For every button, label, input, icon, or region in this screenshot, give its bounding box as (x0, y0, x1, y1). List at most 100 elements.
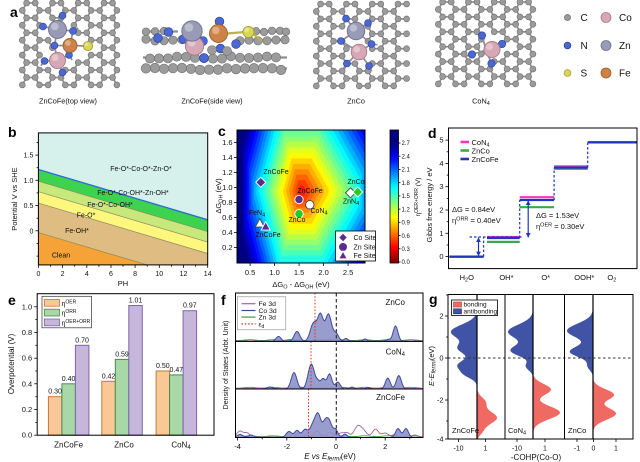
svg-text:2: 2 (383, 442, 387, 451)
svg-text:c: c (218, 123, 226, 139)
svg-text:0: 0 (36, 271, 40, 278)
svg-text:10: 10 (155, 271, 163, 278)
svg-text:0.42: 0.42 (102, 373, 116, 380)
svg-text:-10: -10 (453, 446, 463, 453)
svg-text:Fe-O*-Co-O*-Zn-O*: Fe-O*-Co-O*-Zn-O* (110, 166, 172, 173)
svg-text:ΔGO - ΔGOH (eV): ΔGO - ΔGOH (eV) (272, 280, 330, 291)
svg-text:Density of States (Arbt. Unit): Density of States (Arbt. Unit) (223, 321, 230, 410)
svg-text:0.70: 0.70 (75, 337, 89, 344)
svg-text:1.0: 1.0 (24, 178, 34, 185)
svg-text:ZnCo: ZnCo (568, 426, 586, 435)
svg-text:ηORR = 0.40eV: ηORR = 0.40eV (452, 216, 501, 225)
svg-text:Co Site: Co Site (354, 235, 377, 242)
svg-text:2: 2 (439, 312, 443, 321)
svg-text:12: 12 (180, 271, 188, 278)
svg-text:ηOER = 0.30eV: ηOER = 0.30eV (536, 222, 584, 231)
svg-text:1: 1 (614, 446, 618, 453)
svg-text:2.1: 2.1 (402, 168, 411, 174)
svg-text:ZnCo: ZnCo (472, 147, 490, 156)
svg-text:C: C (581, 13, 588, 24)
svg-text:PH: PH (118, 279, 128, 288)
svg-text:1: 1 (484, 446, 488, 453)
svg-text:Fe-O*-Co-OH*-Zn-OH*: Fe-O*-Co-OH*-Zn-OH* (97, 190, 169, 197)
svg-text:1.0: 1.0 (22, 302, 32, 311)
svg-text:f: f (221, 292, 226, 308)
svg-text:ZnCoFe: ZnCoFe (297, 188, 322, 195)
svg-text:O2: O2 (607, 273, 616, 284)
svg-text:H2O: H2O (460, 273, 474, 284)
svg-text:0.9: 0.9 (402, 221, 411, 227)
svg-text:0.2: 0.2 (22, 405, 32, 414)
svg-text:ZnCoFe: ZnCoFe (452, 426, 479, 435)
svg-text:8: 8 (133, 271, 137, 278)
svg-text:E vs Efermi(eV): E vs Efermi(eV) (304, 452, 356, 462)
svg-text:0.6: 0.6 (402, 234, 411, 240)
svg-text:Co 3d: Co 3d (259, 308, 277, 315)
svg-text:1.5: 1.5 (24, 153, 34, 160)
svg-text:ZnCoFe(top view): ZnCoFe(top view) (39, 97, 97, 106)
svg-text:-1: -1 (574, 446, 580, 453)
svg-text:CoN4: CoN4 (472, 138, 490, 149)
svg-text:0.30: 0.30 (48, 389, 62, 396)
svg-text:1.0: 1.0 (269, 268, 279, 277)
svg-text:2.4: 2.4 (402, 154, 411, 160)
svg-text:Fe-O*: Fe-O* (77, 213, 96, 220)
svg-text:0.0: 0.0 (402, 260, 411, 266)
svg-text:ZnCo: ZnCo (347, 179, 364, 186)
svg-text:Potential V vs SHE: Potential V vs SHE (10, 167, 19, 230)
svg-text:ηOER+ORR (V): ηOER+ORR (V) (414, 178, 422, 217)
svg-text:ZnCoFe: ZnCoFe (472, 155, 499, 164)
svg-text:OH*: OH* (499, 273, 513, 282)
svg-text:0.8: 0.8 (222, 198, 232, 207)
svg-text:0.6: 0.6 (222, 213, 232, 222)
svg-text:Zn 3d: Zn 3d (259, 315, 277, 322)
svg-text:3: 3 (439, 182, 443, 191)
svg-text:0.2: 0.2 (222, 243, 232, 252)
svg-text:0.5: 0.5 (245, 268, 255, 277)
svg-text:1.6: 1.6 (222, 138, 232, 147)
svg-text:Clean: Clean (52, 253, 70, 260)
svg-text:2.7: 2.7 (402, 141, 411, 147)
svg-text:1.01: 1.01 (129, 298, 143, 305)
svg-text:antibonding: antibonding (464, 308, 498, 315)
svg-text:ZnCoFe: ZnCoFe (255, 232, 280, 239)
svg-text:ZnCo: ZnCo (288, 217, 305, 224)
svg-text:1.4: 1.4 (222, 153, 232, 162)
svg-text:Gibbs free energy / eV: Gibbs free energy / eV (425, 167, 434, 242)
svg-text:d: d (428, 125, 437, 141)
svg-text:ZnCo: ZnCo (114, 441, 134, 450)
svg-text:ηORR: ηORR (62, 309, 77, 318)
svg-text:0.47: 0.47 (169, 367, 183, 374)
svg-text:-2: -2 (437, 396, 444, 405)
svg-text:0: 0 (439, 252, 443, 261)
svg-text:14: 14 (204, 271, 212, 278)
svg-text:Fe-O*-Co-OH*: Fe-O*-Co-OH* (87, 202, 133, 209)
svg-text:-4: -4 (437, 435, 444, 444)
svg-text:Zn Site: Zn Site (354, 245, 376, 252)
svg-text:-COHP(Co-O): -COHP(Co-O) (511, 453, 562, 462)
svg-text:0.5: 0.5 (24, 203, 34, 210)
svg-text:-10: -10 (512, 446, 522, 453)
svg-text:1.2: 1.2 (222, 168, 232, 177)
svg-text:1.5: 1.5 (402, 194, 411, 200)
svg-text:Fe: Fe (619, 69, 631, 80)
svg-text:ZnCo: ZnCo (347, 97, 365, 106)
svg-text:ΔGOH (eV): ΔGOH (eV) (214, 178, 225, 214)
svg-text:0.59: 0.59 (115, 351, 129, 358)
svg-text:Fe 3d: Fe 3d (259, 301, 277, 308)
svg-text:ZnCoFe: ZnCoFe (263, 169, 288, 176)
svg-text:ηOER: ηOER (62, 299, 77, 308)
svg-text:O*: O* (541, 273, 550, 282)
svg-text:a: a (10, 4, 18, 20)
svg-text:2: 2 (61, 271, 65, 278)
svg-text:b: b (8, 124, 17, 140)
svg-text:1.8: 1.8 (402, 181, 411, 187)
svg-text:0: 0 (29, 228, 33, 235)
svg-text:2.0: 2.0 (318, 268, 328, 277)
svg-text:0.4: 0.4 (222, 228, 232, 237)
svg-text:S: S (581, 69, 588, 80)
svg-text:ZnCo: ZnCo (385, 298, 405, 307)
svg-text:CoN4: CoN4 (508, 426, 526, 437)
svg-text:0: 0 (334, 442, 338, 451)
svg-text:bonding: bonding (464, 302, 488, 309)
